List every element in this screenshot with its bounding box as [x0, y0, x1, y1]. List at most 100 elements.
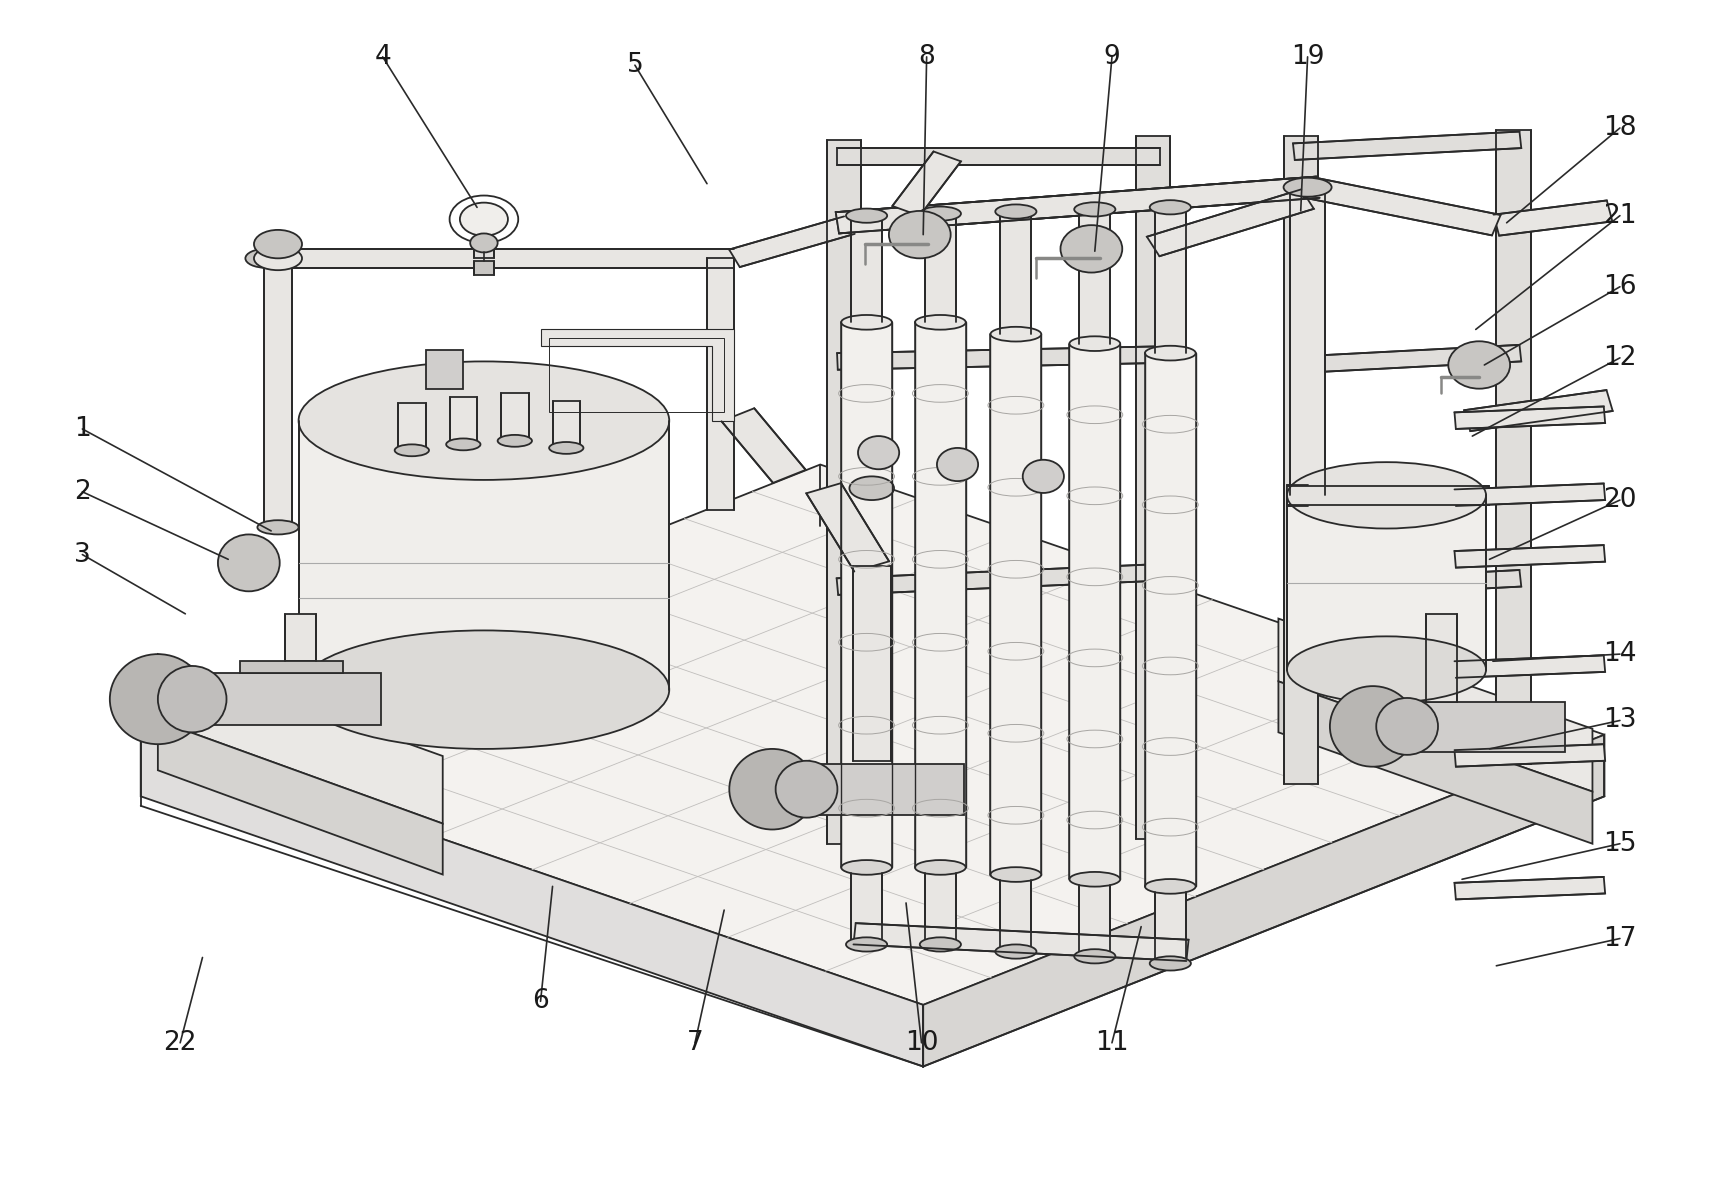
Polygon shape: [501, 393, 529, 441]
Polygon shape: [1455, 406, 1604, 429]
Polygon shape: [853, 566, 891, 761]
Polygon shape: [837, 148, 1160, 165]
Ellipse shape: [729, 749, 815, 829]
Polygon shape: [158, 654, 443, 824]
Polygon shape: [474, 261, 494, 275]
Text: 3: 3: [74, 542, 91, 568]
Polygon shape: [1455, 545, 1604, 568]
Polygon shape: [1079, 885, 1110, 956]
Ellipse shape: [1150, 200, 1191, 214]
Ellipse shape: [1287, 636, 1486, 703]
Polygon shape: [1000, 880, 1031, 952]
Polygon shape: [837, 564, 1160, 595]
Ellipse shape: [1284, 178, 1332, 197]
Ellipse shape: [395, 444, 429, 456]
Ellipse shape: [1330, 686, 1416, 767]
Text: 2: 2: [74, 479, 91, 505]
Text: 12: 12: [1603, 345, 1637, 371]
Polygon shape: [836, 177, 1320, 233]
Ellipse shape: [937, 448, 978, 481]
Polygon shape: [474, 237, 494, 258]
Polygon shape: [398, 403, 426, 450]
Polygon shape: [541, 329, 734, 421]
Polygon shape: [1136, 136, 1170, 839]
Text: 15: 15: [1603, 831, 1637, 857]
Polygon shape: [1284, 136, 1318, 784]
Polygon shape: [1278, 681, 1592, 844]
Ellipse shape: [1060, 225, 1122, 273]
Text: 22: 22: [163, 1030, 197, 1056]
Polygon shape: [925, 213, 956, 322]
Polygon shape: [285, 614, 316, 661]
Polygon shape: [1145, 353, 1196, 886]
Ellipse shape: [1069, 337, 1121, 351]
Text: 6: 6: [532, 988, 549, 1014]
Ellipse shape: [460, 203, 508, 236]
Polygon shape: [158, 720, 443, 875]
Ellipse shape: [1448, 341, 1510, 389]
Ellipse shape: [841, 315, 892, 329]
Polygon shape: [1079, 210, 1110, 344]
Polygon shape: [1069, 344, 1121, 879]
Polygon shape: [1493, 200, 1613, 236]
Ellipse shape: [450, 196, 518, 243]
Ellipse shape: [218, 534, 280, 591]
Text: 17: 17: [1603, 925, 1637, 952]
Polygon shape: [1287, 486, 1489, 505]
Polygon shape: [141, 465, 1604, 1005]
Ellipse shape: [1287, 462, 1486, 529]
Ellipse shape: [110, 654, 206, 744]
Text: 7: 7: [686, 1030, 704, 1056]
Text: 18: 18: [1603, 115, 1637, 141]
Text: 20: 20: [1603, 487, 1637, 513]
Polygon shape: [721, 409, 807, 482]
Polygon shape: [1287, 495, 1486, 670]
Polygon shape: [1290, 187, 1325, 495]
Ellipse shape: [846, 209, 887, 223]
Text: 4: 4: [374, 44, 391, 70]
Ellipse shape: [990, 327, 1042, 341]
Text: 1: 1: [74, 416, 91, 442]
Polygon shape: [1146, 190, 1314, 256]
Ellipse shape: [549, 442, 583, 454]
Polygon shape: [827, 140, 861, 844]
Polygon shape: [1464, 390, 1613, 431]
Ellipse shape: [995, 205, 1036, 219]
Ellipse shape: [858, 436, 899, 469]
Ellipse shape: [915, 860, 966, 875]
Ellipse shape: [1145, 346, 1196, 360]
Polygon shape: [1455, 655, 1604, 678]
Ellipse shape: [299, 361, 669, 480]
Ellipse shape: [1150, 956, 1191, 971]
Ellipse shape: [990, 867, 1042, 882]
Polygon shape: [1155, 207, 1186, 353]
Polygon shape: [1455, 483, 1604, 506]
Ellipse shape: [1074, 203, 1115, 217]
Ellipse shape: [254, 246, 302, 270]
Polygon shape: [807, 483, 889, 571]
Polygon shape: [1155, 892, 1186, 963]
Ellipse shape: [915, 315, 966, 329]
Polygon shape: [707, 258, 734, 510]
Ellipse shape: [470, 233, 498, 252]
Text: 9: 9: [1103, 44, 1121, 70]
Polygon shape: [1426, 614, 1457, 702]
Ellipse shape: [841, 860, 892, 875]
Polygon shape: [925, 873, 956, 944]
Ellipse shape: [995, 944, 1036, 959]
Polygon shape: [853, 923, 1189, 961]
Text: 21: 21: [1603, 203, 1637, 229]
Polygon shape: [837, 346, 1160, 370]
Polygon shape: [1302, 177, 1502, 236]
Text: 8: 8: [918, 44, 935, 70]
Polygon shape: [923, 735, 1604, 1066]
Text: 5: 5: [626, 52, 644, 78]
Ellipse shape: [846, 937, 887, 952]
Ellipse shape: [1376, 698, 1438, 755]
Ellipse shape: [920, 206, 961, 220]
Polygon shape: [553, 401, 580, 448]
Polygon shape: [1455, 877, 1604, 899]
Polygon shape: [266, 249, 734, 268]
Polygon shape: [1292, 132, 1522, 160]
Polygon shape: [836, 177, 1320, 233]
